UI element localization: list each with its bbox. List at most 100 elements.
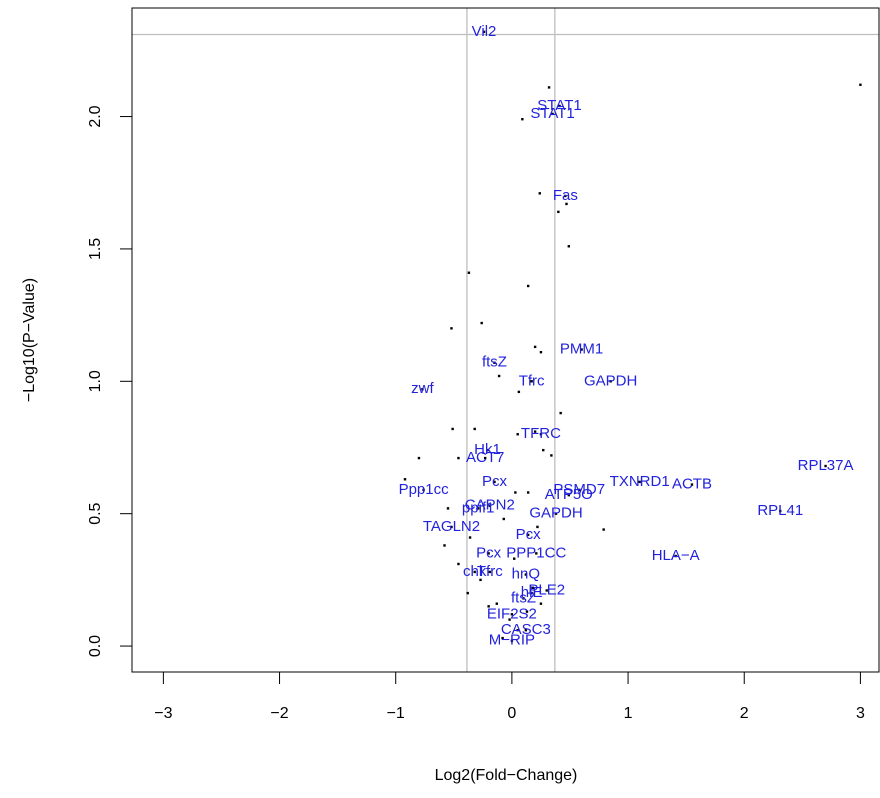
point-label: RPL41 (757, 502, 803, 519)
point (483, 456, 487, 460)
point-label: hnQ (512, 566, 540, 583)
point (690, 483, 694, 486)
point-label: ppif1 (462, 499, 495, 516)
point (545, 589, 548, 592)
point (533, 345, 537, 349)
point (493, 361, 496, 364)
point (487, 552, 490, 555)
y-tick-label: 0.0 (87, 635, 104, 657)
point (493, 480, 496, 484)
point-label: hlE (521, 584, 543, 601)
point (580, 348, 583, 351)
x-tick-label: 2 (740, 705, 749, 722)
point (510, 613, 514, 616)
point-label: PSMD7 (553, 481, 605, 498)
point (457, 562, 460, 566)
point (536, 525, 539, 529)
point-label: TAGLN2 (423, 518, 480, 535)
y-tick-label: 1.5 (87, 238, 104, 260)
point-label: GAPDH (529, 505, 582, 522)
point-label: CAPN2 (465, 497, 515, 514)
point (508, 618, 511, 621)
point (779, 509, 782, 513)
point-label: ftsZ (511, 589, 536, 606)
point (551, 112, 554, 116)
x-axis-title: Log2(Fold−Change) (435, 767, 578, 784)
point (533, 430, 537, 433)
point-label: EIF2S2 (487, 605, 537, 622)
y-tick-label: 1.0 (87, 370, 104, 392)
point-label: ftsZ (482, 354, 507, 371)
point (530, 591, 533, 595)
point (567, 493, 571, 497)
point (466, 591, 469, 595)
point-label: CASC3 (501, 621, 551, 638)
point-label: ATP5O (545, 486, 593, 503)
point (531, 586, 535, 590)
point-label: TFRC (521, 425, 561, 442)
point (516, 433, 519, 436)
point (526, 284, 530, 288)
point (501, 636, 504, 640)
point (530, 380, 533, 383)
point (510, 639, 514, 642)
point-label: RPL37A (798, 457, 854, 474)
point-label: GAPDH (584, 372, 637, 389)
x-tick-label: −2 (270, 705, 288, 722)
x-tick-label: −1 (387, 705, 405, 722)
point (609, 380, 612, 383)
point (476, 507, 480, 510)
point (567, 245, 571, 248)
point-label: Pcx (516, 526, 542, 543)
point (554, 512, 558, 515)
point (457, 456, 460, 460)
point-label: Pcx (476, 544, 502, 561)
point (502, 517, 505, 521)
point-label: PLE2 (528, 581, 565, 598)
point (539, 433, 543, 436)
point (535, 552, 538, 555)
point-label: Ppp1cc (399, 481, 450, 498)
point (559, 411, 562, 415)
x-tick-label: 0 (507, 705, 516, 722)
point (473, 570, 476, 574)
point (859, 83, 862, 86)
point (479, 578, 482, 582)
x-tick-label: 1 (624, 705, 633, 722)
x-tick-label: −3 (154, 705, 172, 722)
point-label: zwf (411, 380, 434, 397)
point (550, 454, 553, 457)
point (547, 86, 551, 89)
point-label: PPP1CC (506, 544, 566, 561)
point (482, 30, 486, 34)
point (674, 554, 677, 558)
point-label: Vil2 (472, 23, 497, 40)
point (558, 104, 561, 108)
point-label: ACT7 (466, 449, 504, 466)
point (602, 528, 605, 531)
point-label: M−RIP (489, 632, 535, 649)
point (495, 602, 498, 605)
point (638, 480, 641, 484)
y-tick-label: 0.5 (87, 502, 104, 524)
x-tick-label: 3 (856, 705, 865, 722)
point (557, 210, 560, 214)
point (417, 456, 421, 460)
point (446, 507, 450, 510)
point-label: STAT1 (530, 105, 574, 122)
point (824, 464, 827, 468)
point-label: chk (463, 563, 487, 580)
point-label: ACTB (672, 476, 712, 493)
point (542, 448, 545, 452)
point (525, 610, 529, 613)
point-label: TXNRD1 (610, 473, 670, 490)
y-tick-label: 2.0 (87, 105, 104, 127)
point-label: STAT1 (537, 97, 581, 114)
point (488, 504, 492, 507)
point (521, 117, 524, 121)
point (422, 488, 425, 492)
point (578, 488, 581, 492)
point (443, 544, 446, 547)
